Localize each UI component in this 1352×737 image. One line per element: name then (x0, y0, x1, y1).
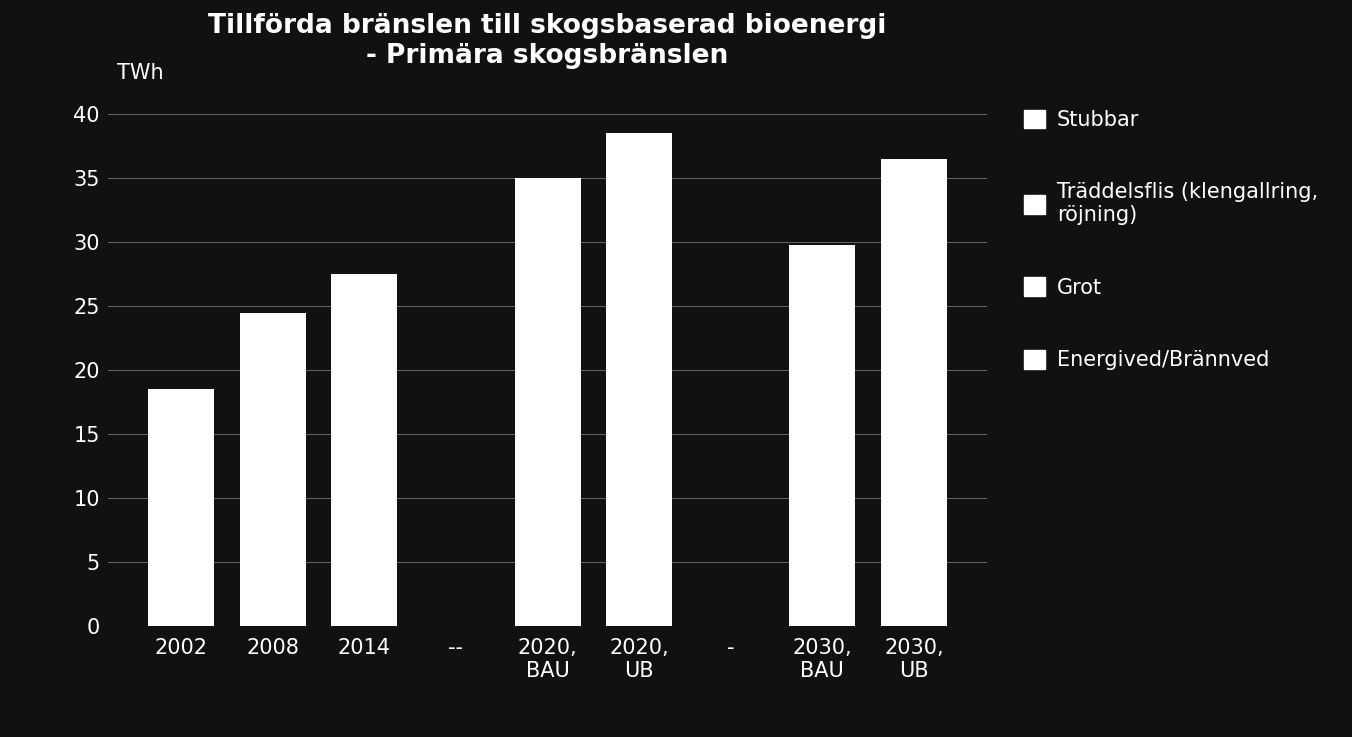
Title: Tillförda bränslen till skogsbaserad bioenergi
- Primära skogsbränslen: Tillförda bränslen till skogsbaserad bio… (208, 13, 887, 69)
Bar (606, 133, 672, 626)
Text: TWh: TWh (116, 63, 164, 83)
Bar (882, 159, 946, 626)
Legend: Stubbar, Träddelsflis (klengallring,
röjning), Grot, Energived/Brännved: Stubbar, Träddelsflis (klengallring, röj… (1023, 110, 1318, 371)
Bar (331, 274, 397, 626)
Bar (149, 389, 214, 626)
Bar (790, 245, 856, 626)
Bar (515, 178, 580, 626)
Bar (239, 312, 306, 626)
